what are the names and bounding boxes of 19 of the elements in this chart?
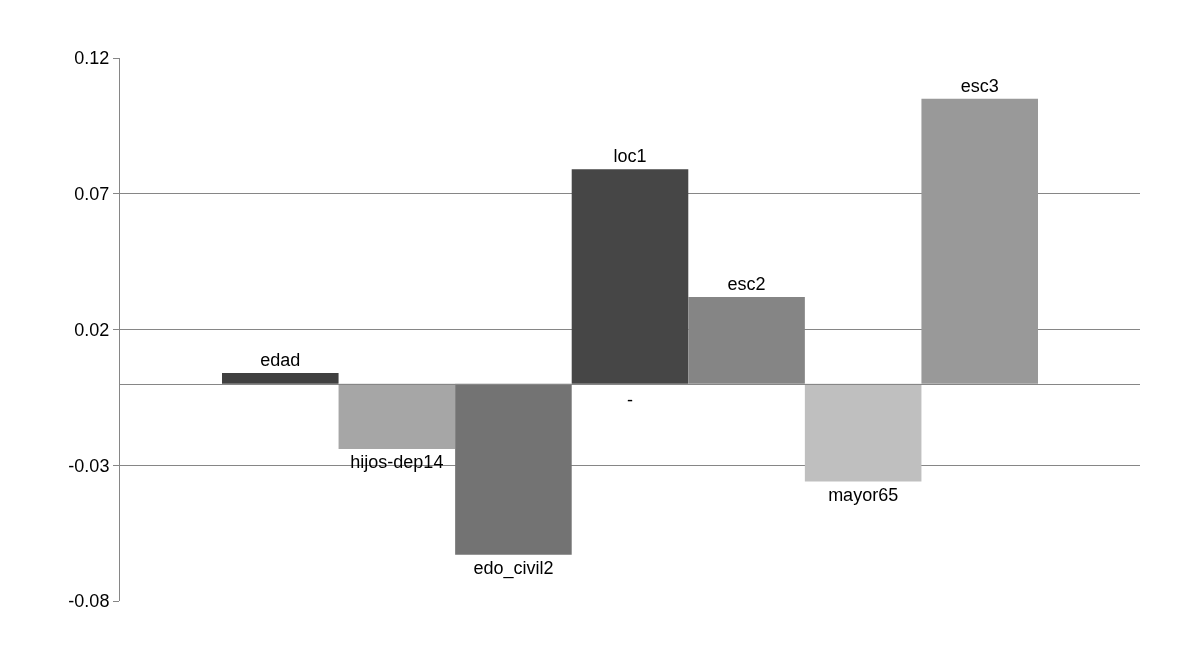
bar [455, 383, 572, 555]
y-tick-label: 0.02 [74, 319, 110, 340]
series-label: hijos-dep14 [350, 451, 444, 472]
x-tick-label: - [627, 390, 633, 411]
series-label: esc2 [727, 273, 766, 294]
y-tick-label: 0.12 [74, 48, 110, 69]
bar [921, 98, 1038, 384]
series-label: esc3 [960, 75, 999, 96]
y-tick-label: 0.07 [74, 184, 110, 205]
bar [338, 383, 456, 449]
bar [571, 169, 689, 384]
bar [222, 372, 339, 384]
y-tick-label: -0.03 [68, 455, 110, 476]
series-label: mayor65 [828, 484, 899, 505]
series-label: loc1 [613, 146, 647, 167]
bar [804, 383, 922, 482]
y-tick-label: -0.08 [68, 591, 110, 612]
series-label: edo_civil2 [473, 557, 554, 579]
series-label: edad [260, 349, 301, 370]
